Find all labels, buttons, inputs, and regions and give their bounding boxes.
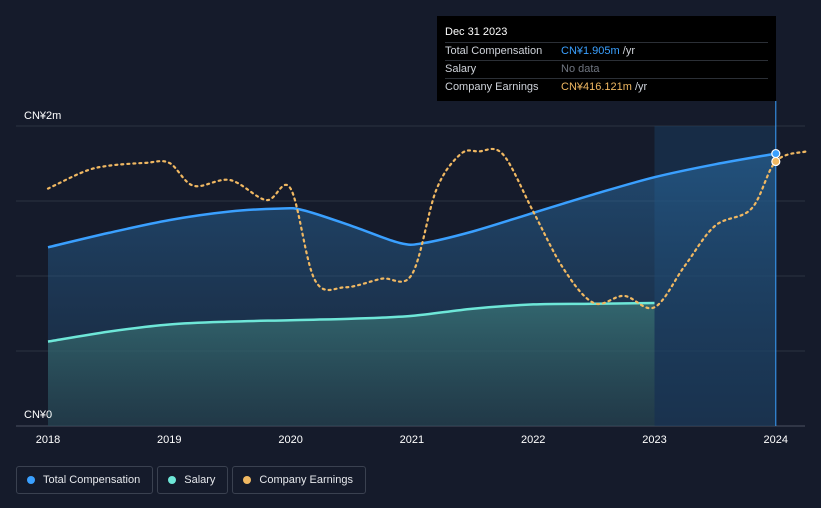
legend-label: Salary <box>184 474 216 486</box>
tooltip-label: Total Compensation <box>445 45 543 57</box>
tooltip-value-unit: /yr <box>619 45 635 57</box>
tooltip-row-total-compensation: Total Compensation CN¥1.905m /yr <box>445 42 768 60</box>
legend-label: Company Earnings <box>259 474 353 486</box>
hover-tooltip: Dec 31 2023 Total Compensation CN¥1.905m… <box>437 16 776 101</box>
x-axis-tick-label: 2022 <box>521 434 545 446</box>
legend-item-company-earnings[interactable]: Company Earnings <box>232 466 366 494</box>
x-axis-tick-label: 2021 <box>400 434 424 446</box>
tooltip-date: Dec 31 2023 <box>445 26 508 38</box>
legend-dot-icon <box>27 476 35 484</box>
tooltip-value: CN¥416.121m /yr <box>561 79 647 96</box>
legend-dot-icon <box>168 476 177 484</box>
y-axis-label-max: CN¥2m <box>24 110 61 122</box>
salary-line <box>47 301 655 343</box>
x-axis-ticks: 2018 2019 2020 2021 2022 2023 2024 <box>36 434 788 446</box>
tooltip-value-unit: /yr <box>631 81 648 93</box>
legend-dot-icon <box>243 476 252 484</box>
legend-item-salary[interactable]: Salary <box>157 466 229 494</box>
tooltip-value-nodata: No data <box>561 63 600 75</box>
tooltip-label: Company Earnings <box>445 81 539 93</box>
company-earnings-marker <box>771 156 781 167</box>
tooltip-row-company-earnings: Company Earnings CN¥416.121m /yr <box>445 78 768 96</box>
legend-label: Total Compensation <box>43 474 141 486</box>
company-earnings-line <box>46 147 808 310</box>
tooltip-value-amount: CN¥416.121m <box>561 81 632 93</box>
y-axis-label-min: CN¥0 <box>24 409 52 421</box>
tooltip-row-salary: Salary No data <box>445 60 768 78</box>
x-axis-tick-label: 2024 <box>764 434 788 446</box>
chart-legend: Total Compensation Salary Company Earnin… <box>16 466 366 494</box>
legend-item-total-compensation[interactable]: Total Compensation <box>16 466 154 494</box>
tooltip-value-amount: CN¥1.905m <box>561 45 620 57</box>
x-axis-tick-label: 2019 <box>157 434 181 446</box>
x-axis-tick-label: 2018 <box>36 434 60 446</box>
tooltip-value: CN¥1.905m /yr <box>561 43 635 60</box>
x-axis-tick-label: 2023 <box>642 434 666 446</box>
tooltip-label: Salary <box>445 63 477 75</box>
total-compensation-line <box>47 152 777 249</box>
x-axis-tick-label: 2020 <box>278 434 302 446</box>
salary-area <box>48 303 655 426</box>
total-compensation-marker <box>771 148 781 159</box>
